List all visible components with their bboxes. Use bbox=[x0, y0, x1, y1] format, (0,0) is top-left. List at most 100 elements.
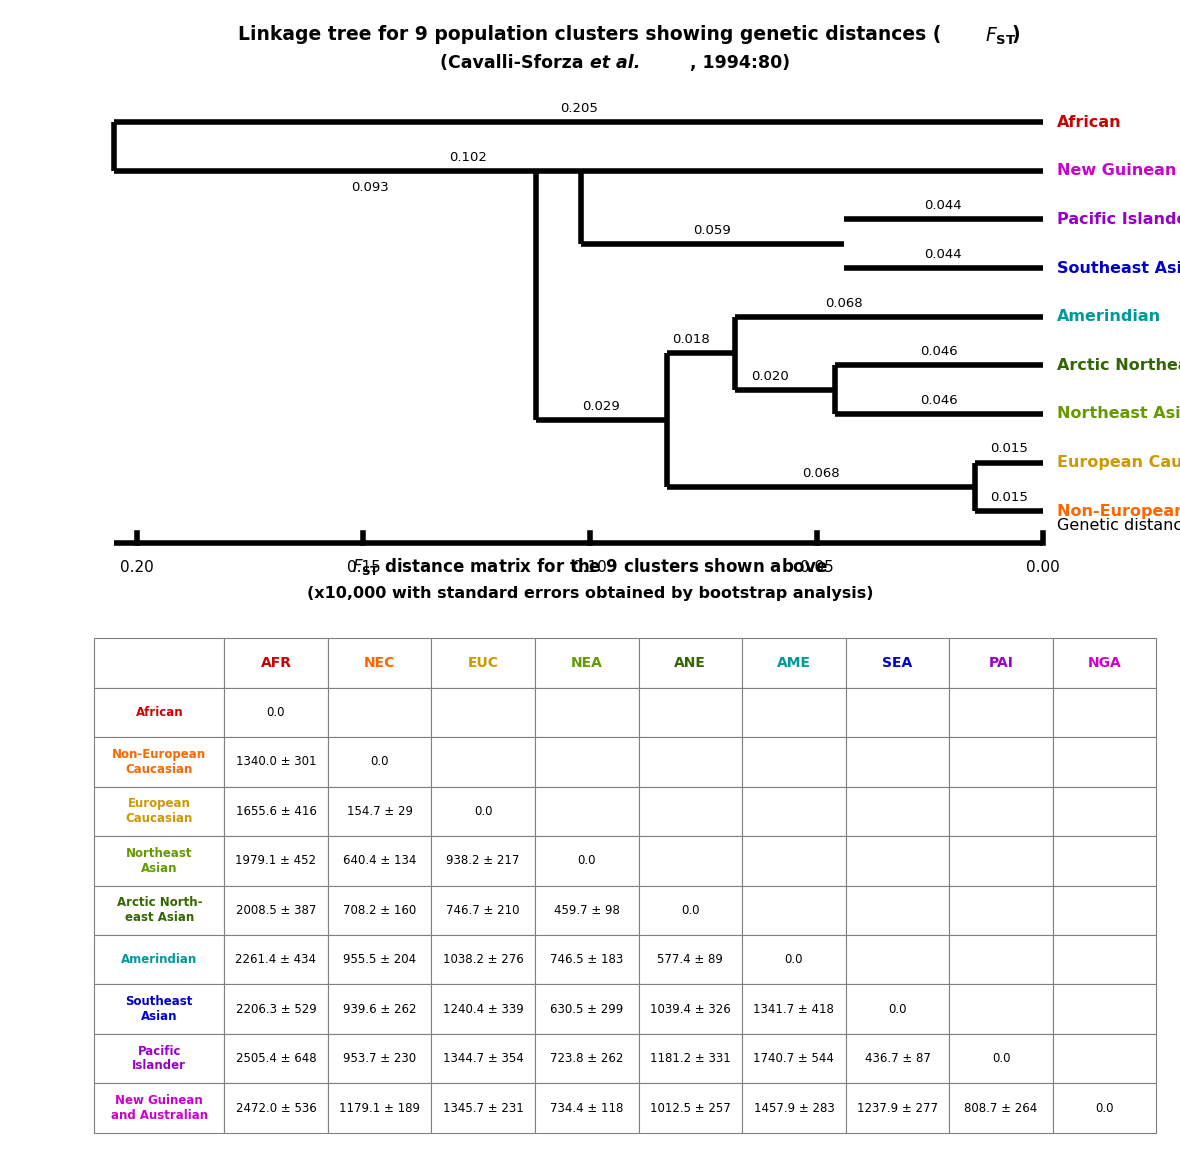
Text: $\mathit{F}_{\mathregular{ST}}$ distance matrix for the 9 clusters shown above: $\mathit{F}_{\mathregular{ST}}$ distance… bbox=[352, 557, 828, 577]
Text: and Australian: and Australian bbox=[111, 1109, 208, 1122]
Text: 1038.2 ± 276: 1038.2 ± 276 bbox=[442, 953, 524, 966]
Text: east Asian: east Asian bbox=[125, 911, 194, 925]
Text: 0.0: 0.0 bbox=[577, 854, 596, 867]
Text: Southeast: Southeast bbox=[125, 995, 194, 1009]
Text: 808.7 ± 264: 808.7 ± 264 bbox=[964, 1102, 1037, 1114]
Text: 459.7 ± 98: 459.7 ± 98 bbox=[553, 904, 620, 917]
Text: 0.0: 0.0 bbox=[371, 756, 389, 768]
Text: 0.0: 0.0 bbox=[889, 1003, 906, 1015]
Text: 0.068: 0.068 bbox=[825, 297, 863, 309]
Text: Caucasian: Caucasian bbox=[125, 812, 194, 826]
Text: 1340.0 ± 301: 1340.0 ± 301 bbox=[236, 756, 316, 768]
Text: 630.5 ± 299: 630.5 ± 299 bbox=[550, 1003, 623, 1015]
Text: Southeast Asian: Southeast Asian bbox=[1057, 261, 1180, 276]
Text: NGA: NGA bbox=[1088, 656, 1121, 670]
Text: European Caucasoid: European Caucasoid bbox=[1057, 455, 1180, 470]
Text: Northeast Asian: Northeast Asian bbox=[1057, 406, 1180, 421]
Text: Northeast: Northeast bbox=[126, 846, 192, 860]
Text: NEA: NEA bbox=[571, 656, 603, 670]
Text: 0.05: 0.05 bbox=[800, 560, 833, 575]
Text: 0.0: 0.0 bbox=[474, 805, 492, 818]
Text: NEC: NEC bbox=[363, 656, 395, 670]
Text: 436.7 ± 87: 436.7 ± 87 bbox=[865, 1052, 930, 1065]
Text: 0.046: 0.046 bbox=[920, 393, 958, 407]
Text: 0.0: 0.0 bbox=[1095, 1102, 1114, 1114]
Text: 0.10: 0.10 bbox=[573, 560, 607, 575]
Text: 2261.4 ± 434: 2261.4 ± 434 bbox=[236, 953, 316, 966]
Text: Asian: Asian bbox=[142, 861, 177, 875]
Text: 2206.3 ± 529: 2206.3 ± 529 bbox=[236, 1003, 316, 1015]
Text: 708.2 ± 160: 708.2 ± 160 bbox=[343, 904, 417, 917]
Text: 1457.9 ± 283: 1457.9 ± 283 bbox=[754, 1102, 834, 1114]
Text: 1341.7 ± 418: 1341.7 ± 418 bbox=[754, 1003, 834, 1015]
Text: 734.4 ± 118: 734.4 ± 118 bbox=[550, 1102, 623, 1114]
Text: 1740.7 ± 544: 1740.7 ± 544 bbox=[754, 1052, 834, 1065]
Text: 1237.9 ± 277: 1237.9 ± 277 bbox=[857, 1102, 938, 1114]
Text: 723.8 ± 262: 723.8 ± 262 bbox=[550, 1052, 623, 1065]
Text: AFR: AFR bbox=[261, 656, 291, 670]
Text: 0.205: 0.205 bbox=[559, 102, 597, 115]
Text: 0.046: 0.046 bbox=[920, 345, 958, 358]
Text: 1012.5 ± 257: 1012.5 ± 257 bbox=[650, 1102, 730, 1114]
Text: 0.00: 0.00 bbox=[1027, 560, 1060, 575]
Text: Amerindian: Amerindian bbox=[1057, 309, 1161, 324]
Text: 955.5 ± 204: 955.5 ± 204 bbox=[343, 953, 417, 966]
Text: ANE: ANE bbox=[674, 656, 707, 670]
Text: European: European bbox=[127, 797, 191, 811]
Text: PAI: PAI bbox=[989, 656, 1014, 670]
Text: Arctic North-: Arctic North- bbox=[117, 896, 202, 910]
Text: 1181.2 ± 331: 1181.2 ± 331 bbox=[650, 1052, 730, 1065]
Text: 640.4 ± 134: 640.4 ± 134 bbox=[343, 854, 417, 867]
Text: 0.068: 0.068 bbox=[802, 467, 840, 480]
Text: 0.15: 0.15 bbox=[347, 560, 380, 575]
Text: 577.4 ± 89: 577.4 ± 89 bbox=[657, 953, 723, 966]
Text: 0.20: 0.20 bbox=[120, 560, 153, 575]
Text: 0.029: 0.029 bbox=[583, 400, 621, 413]
Text: (x10,000 with standard errors obtained by bootstrap analysis): (x10,000 with standard errors obtained b… bbox=[307, 586, 873, 601]
Text: African: African bbox=[1057, 115, 1121, 130]
Text: 953.7 ± 230: 953.7 ± 230 bbox=[343, 1052, 417, 1065]
Text: 0.044: 0.044 bbox=[925, 248, 962, 261]
Text: 154.7 ± 29: 154.7 ± 29 bbox=[347, 805, 413, 818]
Text: EUC: EUC bbox=[467, 656, 499, 670]
Text: Amerindian: Amerindian bbox=[122, 953, 197, 966]
Text: 746.5 ± 183: 746.5 ± 183 bbox=[550, 953, 623, 966]
Text: (Cavalli-Sforza: (Cavalli-Sforza bbox=[440, 54, 590, 72]
Text: 0.102: 0.102 bbox=[448, 151, 486, 163]
Text: 0.018: 0.018 bbox=[673, 334, 710, 346]
Text: 0.0: 0.0 bbox=[991, 1052, 1010, 1065]
Text: 0.0: 0.0 bbox=[681, 904, 700, 917]
Text: SEA: SEA bbox=[883, 656, 912, 670]
Text: 746.7 ± 210: 746.7 ± 210 bbox=[446, 904, 520, 917]
Text: 2008.5 ± 387: 2008.5 ± 387 bbox=[236, 904, 316, 917]
Text: Arctic Northeast Asian: Arctic Northeast Asian bbox=[1057, 358, 1180, 373]
Text: Non-European: Non-European bbox=[112, 748, 206, 761]
Text: Pacific Islander: Pacific Islander bbox=[1057, 212, 1180, 227]
Text: AME: AME bbox=[776, 656, 811, 670]
Text: 0.0: 0.0 bbox=[785, 953, 804, 966]
Text: 0.015: 0.015 bbox=[990, 491, 1028, 504]
Text: Islander: Islander bbox=[132, 1059, 186, 1073]
Text: 0.020: 0.020 bbox=[752, 369, 789, 383]
Text: 1979.1 ± 452: 1979.1 ± 452 bbox=[236, 854, 316, 867]
Text: et al.: et al. bbox=[590, 54, 641, 72]
Text: 1039.4 ± 326: 1039.4 ± 326 bbox=[650, 1003, 730, 1015]
Text: Pacific: Pacific bbox=[138, 1044, 181, 1058]
Text: 1179.1 ± 189: 1179.1 ± 189 bbox=[339, 1102, 420, 1114]
Text: 0.044: 0.044 bbox=[925, 199, 962, 213]
Text: 0.0: 0.0 bbox=[267, 706, 286, 719]
Text: 1240.4 ± 339: 1240.4 ± 339 bbox=[442, 1003, 524, 1015]
Text: 0.059: 0.059 bbox=[694, 223, 732, 237]
Text: 2505.4 ± 648: 2505.4 ± 648 bbox=[236, 1052, 316, 1065]
Text: 0.015: 0.015 bbox=[990, 443, 1028, 455]
Text: 1345.7 ± 231: 1345.7 ± 231 bbox=[442, 1102, 524, 1114]
Text: $\mathit{F}_{\mathregular{ST}}$: $\mathit{F}_{\mathregular{ST}}$ bbox=[985, 25, 1016, 47]
Text: Asian: Asian bbox=[142, 1010, 177, 1024]
Text: ): ) bbox=[1011, 25, 1020, 45]
Text: 1655.6 ± 416: 1655.6 ± 416 bbox=[236, 805, 316, 818]
Text: , 1994:80): , 1994:80) bbox=[690, 54, 791, 72]
Text: 0.093: 0.093 bbox=[352, 182, 389, 194]
Text: African: African bbox=[136, 706, 183, 719]
Text: Caucasian: Caucasian bbox=[125, 762, 194, 776]
Text: Genetic distance: Genetic distance bbox=[1057, 519, 1180, 534]
